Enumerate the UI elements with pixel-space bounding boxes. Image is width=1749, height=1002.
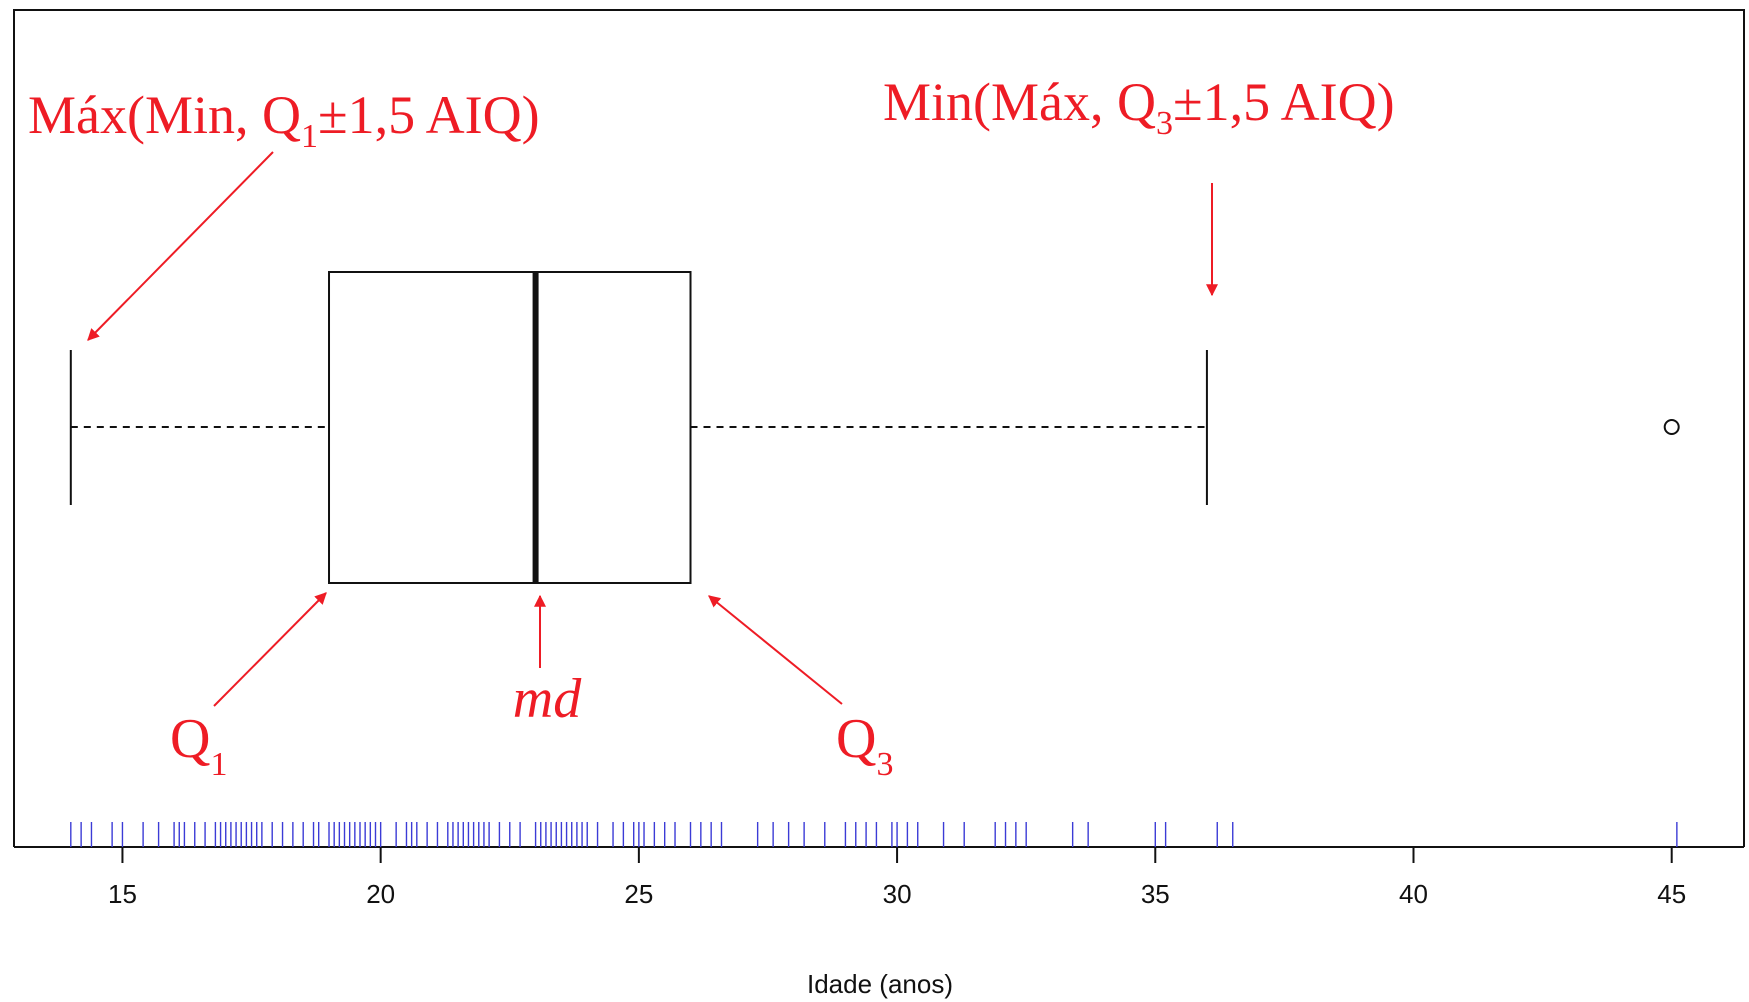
rug-marks	[70, 822, 1678, 847]
annotation-q3: Q3	[836, 708, 893, 783]
x-tick-label: 15	[108, 879, 137, 909]
outlier-points	[1663, 419, 1680, 435]
outlier-point	[1663, 419, 1680, 435]
x-tick-label: 40	[1399, 879, 1428, 909]
iqr-box	[328, 271, 692, 584]
x-tick-label: 35	[1141, 879, 1170, 909]
annotation-q1: Q1	[170, 708, 227, 783]
x-tick-label: 20	[366, 879, 395, 909]
annotation-lower-whisker: Máx(Min, Q1±1,5 AIQ)	[28, 85, 540, 155]
x-tick-label: 25	[624, 879, 653, 909]
x-tick-label: 45	[1657, 879, 1686, 909]
x-axis-label: Idade (anos)	[807, 969, 953, 999]
arrow-lower-whisker	[87, 151, 274, 341]
arrow-q1	[213, 592, 327, 707]
annotation-median: md	[513, 668, 582, 730]
x-axis-ticks: 15 20 25 30 35 40 45	[108, 847, 1686, 909]
x-tick-label: 30	[883, 879, 912, 909]
plot-frame	[13, 9, 1745, 847]
annotation-upper-whisker: Min(Máx, Q3±1,5 AIQ)	[883, 72, 1395, 142]
arrow-q3	[708, 595, 843, 705]
box-and-whiskers	[69, 271, 1208, 584]
